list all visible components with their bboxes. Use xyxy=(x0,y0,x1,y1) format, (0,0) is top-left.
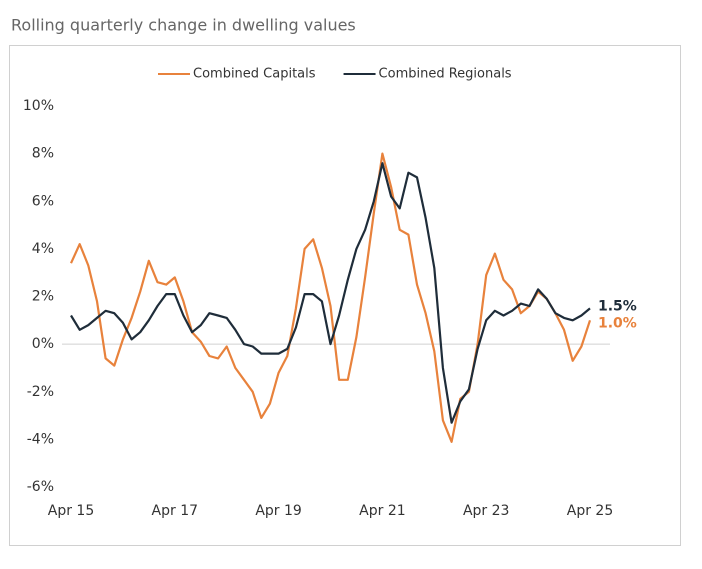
legend-label: Combined Capitals xyxy=(193,67,316,82)
x-tick-label: Apr 15 xyxy=(48,503,94,519)
chart-frame xyxy=(9,45,681,546)
end-label: 1.0% xyxy=(598,315,637,331)
x-tick-label: Apr 23 xyxy=(463,503,509,519)
y-tick-label: 8% xyxy=(32,146,54,162)
y-tick-label: -6% xyxy=(27,479,54,495)
chart-title: Rolling quarterly change in dwelling val… xyxy=(11,16,356,35)
end-label: 1.5% xyxy=(598,298,637,314)
y-tick-label: -2% xyxy=(27,384,54,400)
series-line xyxy=(70,162,591,424)
y-tick-label: -4% xyxy=(27,431,54,447)
series-line xyxy=(69,152,592,443)
x-tick-label: Apr 21 xyxy=(359,503,405,519)
y-tick-label: 2% xyxy=(32,289,54,305)
y-tick-label: 10% xyxy=(23,98,54,114)
y-tick-label: 4% xyxy=(32,241,54,257)
x-tick-label: Apr 19 xyxy=(255,503,301,519)
y-tick-label: 0% xyxy=(32,336,54,352)
x-tick-label: Apr 17 xyxy=(152,503,198,519)
x-tick-label: Apr 25 xyxy=(567,503,613,519)
y-tick-label: 6% xyxy=(32,193,54,209)
legend-label: Combined Regionals xyxy=(379,67,512,82)
